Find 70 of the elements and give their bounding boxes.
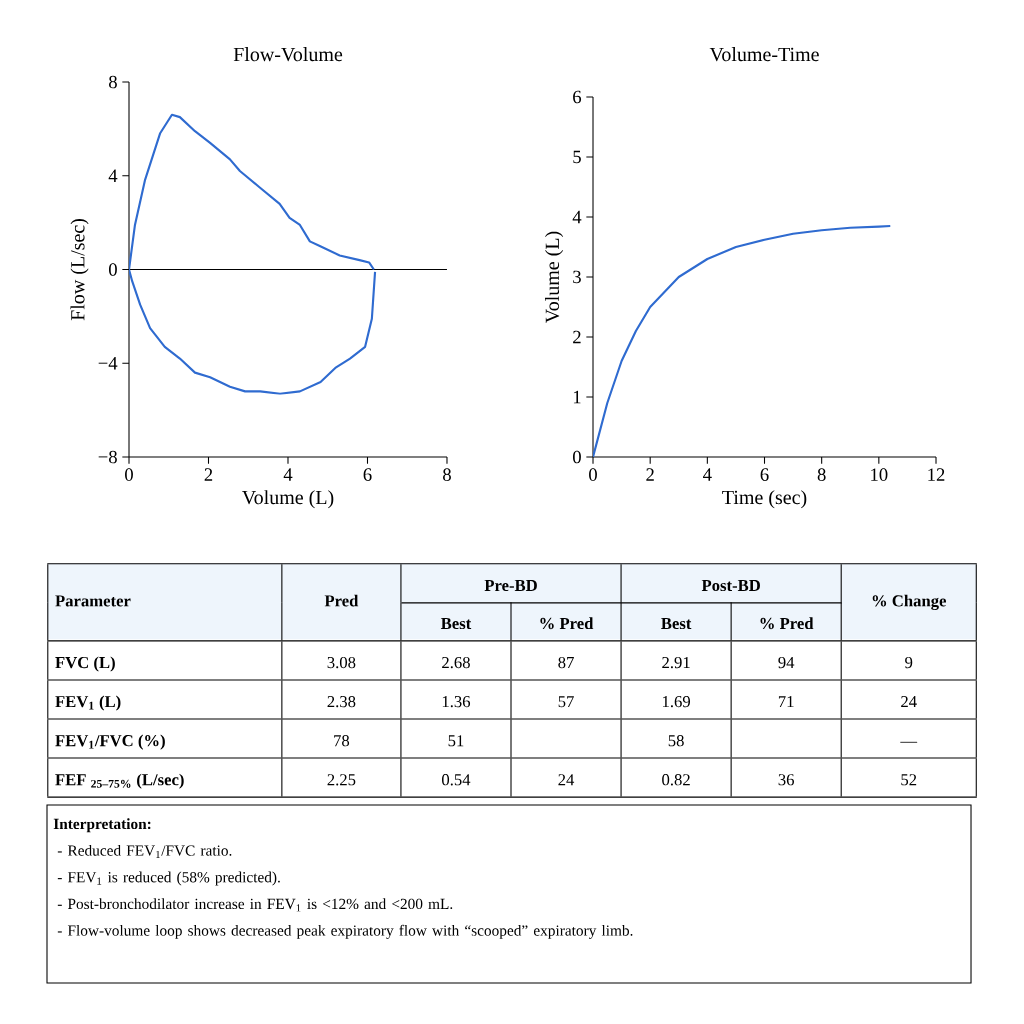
- y-tick-label: 5: [573, 150, 581, 164]
- y-tick-label: 0: [109, 263, 117, 276]
- category-label: % Pred: [760, 617, 814, 630]
- text: 2.68: [442, 656, 470, 669]
- text: 9: [905, 656, 913, 669]
- category-label: FVC (L): [55, 656, 115, 672]
- text: —: [900, 741, 918, 743]
- y-axis-title: Flow (L/sec): [70, 219, 89, 321]
- text: 1.36: [442, 696, 471, 708]
- text: - FEV$_{1}$ is reduced (58% predicted).: [57, 871, 280, 886]
- x-tick-label: 2: [204, 468, 213, 481]
- y-tick-label: 3: [573, 270, 581, 284]
- category-label: Pre-BD: [484, 580, 537, 592]
- text: 3.08: [327, 656, 356, 669]
- text: 51: [448, 735, 464, 747]
- x-tick-label: 8: [817, 468, 826, 481]
- y-tick-label: 1: [573, 390, 581, 404]
- chart-title: Volume-Time: [709, 47, 819, 62]
- y-tick-label: 2: [573, 330, 581, 344]
- text: Interpretation:: [53, 818, 151, 833]
- text: 87: [558, 656, 574, 669]
- text: 71: [778, 696, 794, 708]
- x-tick-label: 12: [928, 468, 945, 481]
- text: - Reduced FEV$_{1}$/FVC ratio.: [57, 844, 232, 858]
- text: 1.69: [662, 696, 690, 708]
- x-tick-label: 6: [363, 468, 372, 481]
- y-tick-label: 6: [573, 90, 582, 104]
- text: 94: [778, 656, 795, 669]
- text: 36: [778, 774, 795, 786]
- text: 24: [558, 774, 575, 786]
- y-tick-label: 0: [573, 450, 581, 464]
- y-tick-label: 8: [109, 75, 117, 89]
- text: 24: [901, 696, 917, 708]
- category-label: Post-BD: [701, 580, 760, 592]
- text: - Flow-volume loop shows decreased peak expiratory flow with “scooped” expiratory limb.: [57, 924, 633, 939]
- chart-title: Flow-Volume: [233, 47, 343, 62]
- text: 2.38: [327, 695, 356, 708]
- category-label: Parameter: [55, 595, 131, 607]
- category-label: Pred: [324, 594, 359, 607]
- text: 52: [901, 774, 917, 786]
- text: 0.54: [442, 774, 471, 786]
- text: 58: [668, 735, 684, 747]
- x-axis-title: Volume (L): [242, 490, 334, 509]
- x-tick-label: 0: [589, 468, 597, 481]
- x-tick-label: 6: [760, 468, 769, 481]
- x-tick-label: 10: [871, 468, 888, 481]
- text: 57: [558, 696, 574, 708]
- y-tick-label: −8: [98, 450, 117, 464]
- category-label: % Pred: [540, 617, 594, 630]
- category-label: FEV$_{1}$ (L): [55, 695, 121, 711]
- category-label: Best: [440, 618, 472, 630]
- x-tick-label: 4: [283, 468, 293, 481]
- category-label: FEF $_{25–75%}$ (L/sec): [55, 773, 184, 789]
- text: 2.25: [327, 774, 356, 786]
- y-tick-label: 4: [108, 169, 118, 182]
- y-tick-label: −4: [98, 357, 118, 370]
- category-label: % Change: [872, 594, 947, 611]
- category-label: Best: [661, 618, 692, 630]
- text: 2.91: [662, 656, 690, 669]
- text: 78: [334, 735, 350, 747]
- text: - Post-bronchodilator increase in FEV$_{1}$ is <12% and <200 mL.: [57, 898, 453, 912]
- y-axis-title: Volume (L): [545, 231, 564, 323]
- x-tick-label: 2: [646, 468, 654, 481]
- x-tick-label: 0: [125, 468, 133, 481]
- x-axis-title: Time (sec): [722, 490, 807, 509]
- x-tick-label: 8: [443, 468, 451, 481]
- x-tick-label: 4: [703, 468, 712, 481]
- text: 0.82: [662, 774, 690, 786]
- y-tick-label: 4: [572, 210, 582, 224]
- category-label: FEV$_{1}$/FVC (%): [55, 734, 165, 750]
